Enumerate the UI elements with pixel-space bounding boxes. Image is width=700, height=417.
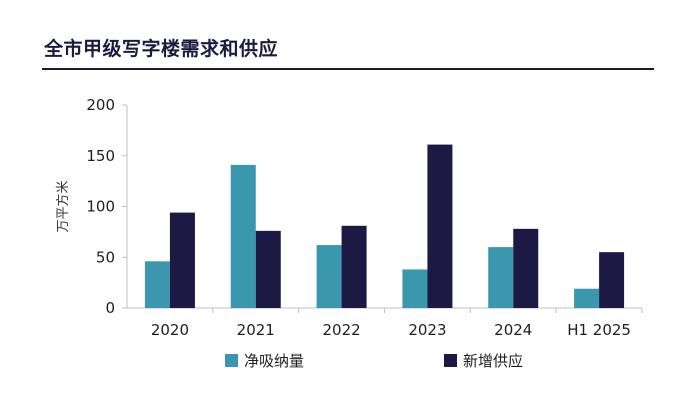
chart-title: 全市甲级写字楼需求和供应 — [44, 38, 279, 60]
legend: 净吸纳量 新增供应 — [0, 350, 700, 372]
bar-new-supply-2020 — [169, 212, 195, 308]
bar-absorption-2020 — [144, 261, 170, 308]
y-tick-label: 100 — [86, 198, 115, 216]
bar-absorption-H1-2025 — [574, 288, 600, 308]
x-category-label: 2020 — [151, 321, 189, 339]
bar-chart: 0 50 100 150 200 2020 2021 2022 2023 2024 H1 2025… — [55, 96, 643, 339]
chart-axes — [122, 104, 643, 313]
bar-absorption-2021 — [230, 164, 256, 308]
x-category-label: 2022 — [322, 321, 360, 339]
x-category-label: 2023 — [408, 321, 446, 339]
legend-item-new-supply: 新增供应 — [444, 350, 523, 371]
x-category-labels: 2020 2021 2022 2023 2024 H1 2025 — [151, 321, 631, 339]
bar-absorption-2024 — [488, 247, 514, 308]
x-category-label: H1 2025 — [567, 321, 631, 339]
legend-label-absorption: 净吸纳量 — [244, 352, 305, 370]
legend-item-absorption: 净吸纳量 — [225, 350, 304, 371]
bar-new-supply-2024 — [513, 228, 539, 308]
y-tick-label: 0 — [105, 299, 115, 317]
legend-swatch-new-supply — [444, 354, 457, 367]
title-divider — [42, 68, 654, 70]
y-tick-labels: 0 50 100 150 200 — [86, 96, 115, 317]
legend-swatch-absorption — [225, 354, 238, 367]
y-tick-label: 150 — [86, 147, 115, 165]
chart-bars — [144, 144, 625, 308]
bar-absorption-2022 — [316, 245, 342, 308]
bar-new-supply-H1-2025 — [599, 252, 625, 308]
y-axis-label: 万平方米 — [55, 180, 71, 232]
y-tick-label: 200 — [86, 96, 115, 114]
y-tick-label: 50 — [96, 248, 115, 266]
legend-label-new-supply: 新增供应 — [463, 352, 524, 370]
bar-new-supply-2021 — [255, 230, 281, 308]
x-category-label: 2021 — [237, 321, 275, 339]
bar-new-supply-2023 — [427, 144, 453, 308]
bar-absorption-2023 — [402, 269, 428, 308]
bar-new-supply-2022 — [341, 225, 367, 308]
x-category-label: 2024 — [494, 321, 532, 339]
